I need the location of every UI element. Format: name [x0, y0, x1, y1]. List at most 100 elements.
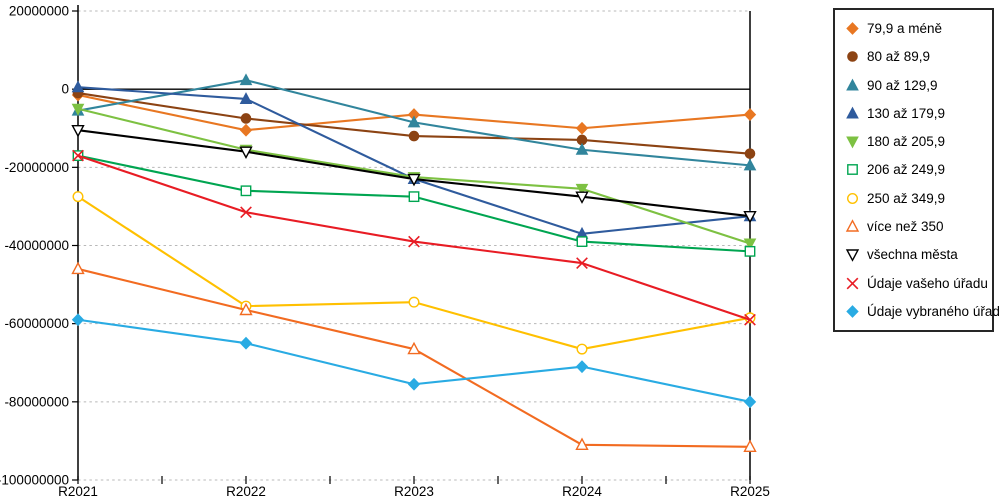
diamond-marker [71, 313, 85, 327]
x-icon [846, 277, 859, 290]
diamond-icon [846, 305, 859, 318]
square-marker [847, 164, 858, 176]
series-8 [71, 125, 757, 224]
circle-marker [408, 296, 420, 308]
x-tick-label: R2022 [226, 484, 266, 499]
triangle-up-marker [239, 302, 253, 316]
series-6 [72, 191, 756, 355]
diamond-marker [239, 123, 253, 137]
diamond-icon [846, 22, 859, 35]
triangle-up-marker [846, 78, 859, 91]
diamond-marker [846, 305, 859, 318]
triangle-up-icon [846, 78, 859, 91]
circle-icon [847, 51, 858, 63]
circle-marker [240, 113, 252, 124]
series-line [77, 267, 751, 448]
x-tick-label: R2025 [730, 484, 770, 499]
diamond-marker [743, 108, 757, 121]
x-marker [744, 313, 756, 326]
square-marker [744, 245, 756, 257]
triangle-up-marker [407, 341, 421, 355]
x-tick-label: R2023 [394, 484, 434, 499]
legend-item: Údaje vašeho úřadu [845, 275, 988, 291]
legend-item: 90 až 129,9 [845, 78, 986, 93]
circle-marker [744, 148, 756, 159]
diamond-marker [846, 22, 859, 35]
circle-marker [847, 51, 858, 63]
x-marker [408, 235, 420, 248]
series-0 [71, 88, 757, 137]
legend-item: 250 až 349,9 [845, 191, 986, 206]
triangle-up-marker [575, 142, 589, 155]
triangle-down-marker [743, 238, 757, 251]
circle-marker [72, 191, 84, 203]
x-marker [72, 149, 84, 162]
legend-label: 79,9 a méně [867, 21, 943, 36]
triangle-down-marker [407, 173, 421, 187]
triangle-up-marker [743, 158, 757, 171]
diamond-marker [407, 377, 421, 391]
legend-label: 130 až 179,9 [867, 105, 946, 121]
legend-label: Údaje vašeho úřadu [867, 275, 988, 291]
legend-item: 79,9 a méně [845, 21, 986, 36]
diamond-marker [575, 360, 589, 374]
triangle-up-marker [71, 261, 85, 275]
triangle-down-marker [575, 183, 589, 196]
series-5 [72, 150, 756, 257]
triangle-up-marker [845, 219, 860, 232]
triangle-up-marker [407, 115, 421, 128]
triangle-up-marker [575, 437, 589, 451]
legend-item: 80 až 89,9 [845, 49, 986, 64]
triangle-down-marker [575, 191, 589, 204]
triangle-down-marker [239, 146, 253, 159]
series-2 [71, 73, 757, 171]
chart-legend: 79,9 a méně 80 až 89,9 90 až 129,9 130 až 1… [833, 8, 1000, 332]
legend-item: Údaje vybraného úřadu [845, 304, 1000, 319]
triangle-up-icon [845, 219, 860, 232]
legend-label: 180 až 205,9 [867, 134, 946, 150]
legend-label: všechna města [867, 247, 958, 263]
triangle-down-icon [845, 249, 860, 263]
triangle-up-marker [239, 92, 253, 104]
circle-icon [846, 192, 859, 204]
legend-label: více než 350 [867, 219, 944, 235]
diamond-marker [575, 121, 589, 135]
x-marker [576, 257, 588, 269]
y-tick-label: 20000000 [9, 4, 69, 19]
series-line [77, 195, 751, 351]
legend-label: 250 až 349,9 [867, 190, 946, 206]
triangle-up-marker [743, 439, 757, 452]
y-tick-label: -20000000 [4, 160, 69, 175]
triangle-up-marker [239, 73, 253, 86]
legend-item: 130 až 179,9 [845, 106, 986, 121]
x-tick-label: R2024 [562, 484, 602, 499]
triangle-down-icon [846, 136, 859, 149]
triangle-down-marker [846, 136, 859, 149]
circle-marker [576, 343, 588, 355]
y-tick-label: -100000000 [0, 473, 69, 488]
legend-item: 180 až 205,9 [845, 134, 986, 149]
square-marker [240, 185, 252, 197]
diamond-marker [239, 336, 253, 350]
legend-item: více než 350 [845, 219, 986, 234]
y-tick-label: -60000000 [4, 316, 69, 331]
legend-item: všechna města [845, 247, 986, 262]
x-tick-label: R2021 [58, 484, 98, 499]
series-3 [71, 80, 757, 239]
series-7 [71, 261, 757, 452]
triangle-down-marker [845, 249, 860, 263]
y-tick-label: -40000000 [4, 238, 69, 253]
triangle-up-marker [71, 80, 85, 93]
diamond-marker [743, 395, 757, 409]
legend-label: 90 až 129,9 [867, 77, 938, 93]
y-tick-label: -80000000 [4, 394, 69, 409]
legend-label: 206 až 249,9 [867, 162, 946, 178]
triangle-down-marker [71, 125, 85, 138]
square-icon [847, 164, 858, 176]
series-10 [71, 313, 757, 409]
triangle-up-icon [846, 106, 859, 119]
triangle-up-marker [846, 106, 859, 119]
y-tick-label: 0 [61, 82, 69, 97]
